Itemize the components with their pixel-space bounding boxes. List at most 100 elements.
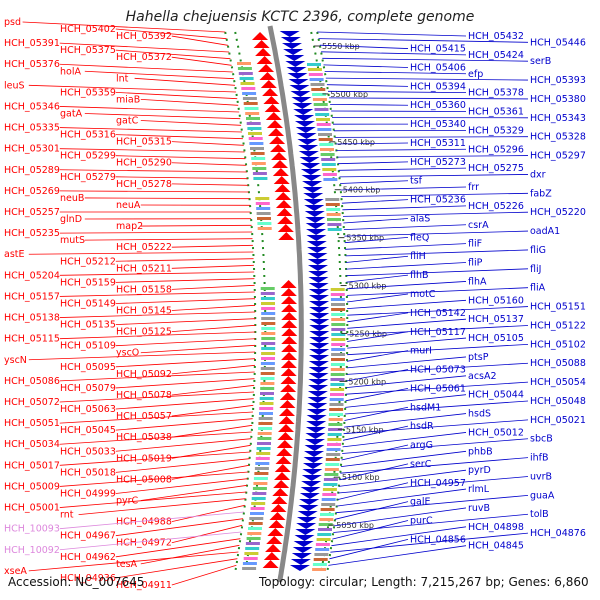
reverse-gene-arrow xyxy=(303,199,324,205)
reverse-gene-arrow xyxy=(308,289,329,295)
reverse-gene-arrow xyxy=(307,403,328,409)
right-gene-label: HCH_05275 xyxy=(468,163,524,174)
reverse-gene-arrow xyxy=(281,43,302,49)
forward-gene-arrow xyxy=(266,120,283,128)
cog-stripe-left xyxy=(242,562,257,565)
cog-stripe-right xyxy=(331,318,346,321)
right-gene-label: HCH_04845 xyxy=(468,541,524,552)
right-leader-line xyxy=(334,136,529,138)
reverse-gene-arrow xyxy=(287,73,308,79)
right-leader-line xyxy=(342,438,529,454)
inner-guide-dots-right xyxy=(310,31,343,573)
left-leader-line xyxy=(84,197,250,200)
cog-stripe-right xyxy=(330,298,345,301)
left-gene-label: psd xyxy=(4,17,21,28)
reverse-gene-arrow xyxy=(308,265,329,271)
right-gene-label: ruvB xyxy=(468,503,490,514)
left-leader-line xyxy=(171,424,253,438)
reverse-gene-arrow xyxy=(306,415,327,421)
left-gene-label: HCH_10092 xyxy=(4,545,60,556)
cog-stripe-right xyxy=(327,223,342,226)
forward-gene-arrow xyxy=(281,296,297,304)
left-leader-line xyxy=(59,311,256,318)
reverse-gene-arrow xyxy=(309,301,330,307)
left-gene-label: HCH_05072 xyxy=(4,397,60,408)
cog-stripe-left xyxy=(251,497,266,500)
cog-stripe-right xyxy=(331,303,345,306)
right-gene-label: purC xyxy=(410,516,433,527)
left-leader-line xyxy=(28,84,237,93)
left-gene-label: miaB xyxy=(116,94,140,105)
left-gene-label: HCH_04967 xyxy=(60,531,116,542)
left-leader-line xyxy=(171,304,256,311)
right-leader-line xyxy=(341,444,409,461)
cog-stripe-right xyxy=(327,433,342,436)
forward-gene-arrow xyxy=(278,232,295,240)
cog-stripe-left xyxy=(251,502,266,505)
cog-stripe-left xyxy=(249,517,264,520)
cog-stripe-right xyxy=(325,203,340,206)
left-leader-line xyxy=(115,91,238,100)
cog-stripe-right xyxy=(318,523,333,526)
ruler-label: 5400 kbp xyxy=(343,186,381,195)
cog-stripe-left xyxy=(243,102,258,105)
cog-stripe-left xyxy=(250,147,264,150)
cog-stripe-left xyxy=(245,542,260,545)
left-gene-label: neuA xyxy=(116,200,141,211)
forward-gene-arrow xyxy=(268,520,285,528)
forward-gene-arrow xyxy=(268,128,285,136)
right-leader-line xyxy=(330,104,409,106)
cog-stripe-left xyxy=(238,72,253,75)
left-gene-label: HCH_05222 xyxy=(116,242,172,253)
left-gene-label: HCH_05257 xyxy=(4,207,60,218)
left-leader-line xyxy=(115,538,241,558)
right-leader-line xyxy=(347,318,467,329)
forward-gene-arrow xyxy=(280,384,297,392)
right-leader-line xyxy=(344,406,409,421)
right-leader-line xyxy=(333,513,529,533)
reverse-gene-arrow xyxy=(306,235,327,241)
left-gene-label: HCH_05145 xyxy=(116,306,172,317)
reverse-gene-arrow xyxy=(305,217,326,223)
cog-stripe-right xyxy=(324,468,339,471)
cog-stripe-left xyxy=(261,352,276,355)
cog-stripe-left xyxy=(260,392,274,395)
reverse-gene-arrow xyxy=(306,421,327,427)
left-gene-label: HCH_05019 xyxy=(116,453,172,464)
right-gene-label: HCH_05394 xyxy=(410,81,466,92)
right-leader-line xyxy=(338,469,467,487)
right-leader-line xyxy=(343,413,467,428)
forward-gene-arrow xyxy=(280,368,297,376)
cog-stripe-right xyxy=(320,513,334,516)
left-gene-label: glnD xyxy=(60,214,82,225)
cog-stripe-right xyxy=(308,73,323,76)
reverse-gene-arrow xyxy=(302,463,323,469)
topology-label: Topology: circular; Length: 7,215,267 bp… xyxy=(259,575,589,589)
cog-stripe-left xyxy=(247,532,262,535)
right-leader-line xyxy=(328,545,467,566)
reverse-gene-arrow xyxy=(288,79,309,85)
reverse-gene-arrow xyxy=(309,337,330,343)
cog-stripe-left xyxy=(260,287,275,290)
left-gene-label: HCH_05204 xyxy=(4,270,60,281)
forward-gene-arrow xyxy=(256,56,273,64)
left-leader-line xyxy=(115,134,243,140)
right-leader-line xyxy=(334,507,467,527)
right-leader-line xyxy=(344,230,529,237)
right-leader-line xyxy=(346,274,409,283)
cog-stripe-right xyxy=(321,503,336,506)
cog-stripe-left xyxy=(260,387,275,390)
cog-stripe-right xyxy=(307,63,321,66)
reverse-gene-arrow xyxy=(308,295,329,301)
forward-gene-arrow xyxy=(280,360,297,368)
cog-stripe-left xyxy=(255,462,270,465)
cog-stripe-right xyxy=(315,543,330,546)
cog-stripe-left xyxy=(260,297,275,300)
right-leader-line xyxy=(344,400,529,415)
reverse-gene-arrow xyxy=(303,457,324,463)
cog-stripe-left xyxy=(259,412,273,415)
right-leader-line xyxy=(332,520,409,540)
reverse-gene-arrow xyxy=(295,127,316,133)
left-gene-label: HCH_05086 xyxy=(4,376,60,387)
